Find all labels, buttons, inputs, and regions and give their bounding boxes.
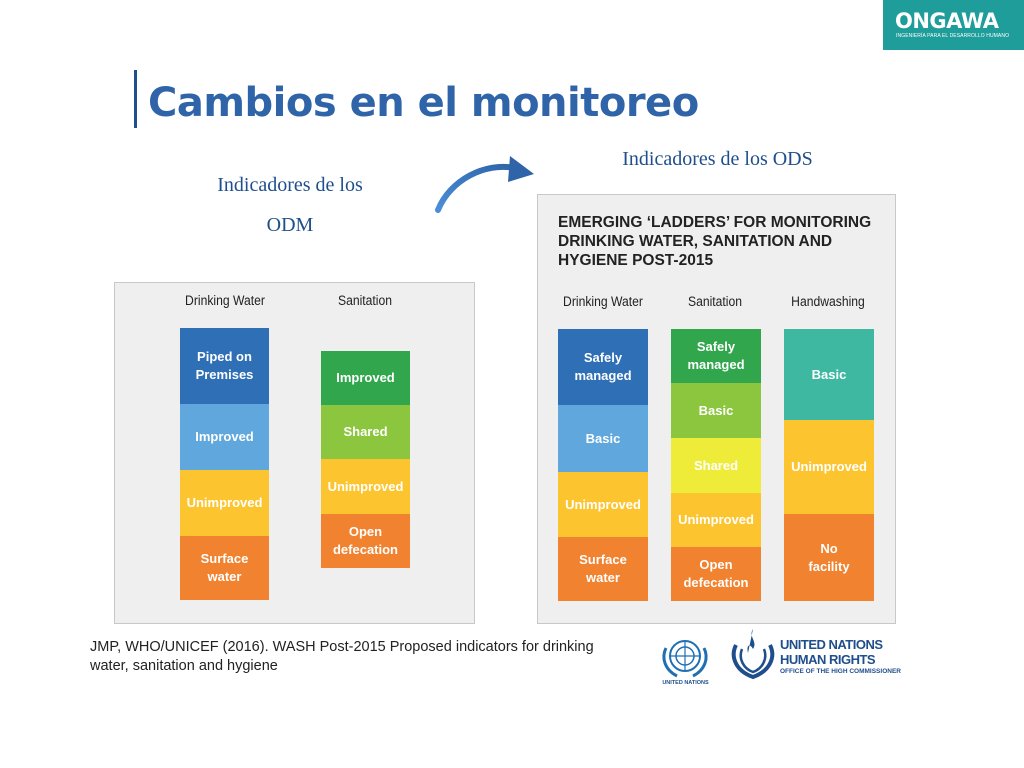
odm-ladder-panel: Drinking Water Sanitation Piped on Premi…: [114, 282, 475, 624]
ladder-step: Unimproved: [558, 472, 648, 537]
ladders-heading: EMERGING ‘LADDERS’ FOR MONITORING DRINKI…: [558, 214, 872, 269]
ohchr-subtitle: OFFICE OF THE HIGH COMMISSIONER: [780, 668, 901, 675]
logo-name: ONGAWA: [895, 9, 999, 33]
ongawa-logo: ONGAWA INGENIERÍA PARA EL DESARROLLO HUM…: [883, 0, 1024, 50]
ods-handwashing-ladder: Basic Unimproved No facility: [784, 329, 874, 601]
odm-water-ladder: Piped on Premises Improved Unimproved Su…: [180, 328, 269, 600]
ladder-step: Unimproved: [180, 470, 269, 536]
ods-sanitation-ladder: Safely managed Basic Shared Unimproved O…: [671, 329, 761, 601]
ohchr-name: UNITED NATIONS HUMAN RIGHTS: [780, 637, 883, 667]
odm-label-line2: ODM: [266, 214, 314, 236]
ladder-step: Basic: [558, 405, 648, 472]
ladder-step: Shared: [321, 405, 410, 459]
ohchr-line2: HUMAN RIGHTS: [780, 652, 876, 667]
logo-tagline: INGENIERÍA PARA EL DESARROLLO HUMANO: [896, 33, 1010, 39]
ods-col-header-sanitation: Sanitation: [687, 294, 743, 309]
ods-ladder-panel: EMERGING ‘LADDERS’ FOR MONITORING DRINKI…: [537, 194, 896, 624]
ladder-step: Piped on Premises: [180, 328, 269, 404]
ladder-step: Unimproved: [784, 420, 874, 514]
slide-title: Cambios en el monitoreo: [148, 80, 699, 126]
un-emblem-caption: UNITED NATIONS: [662, 680, 709, 686]
curved-arrow-icon: [435, 156, 534, 213]
ladder-step: Shared: [671, 438, 761, 493]
ladder-step: Surface water: [558, 537, 648, 601]
ods-col-header-handwashing: Handwashing: [791, 294, 865, 309]
title-accent-bar: [134, 70, 137, 128]
ladder-step: Open defecation: [321, 514, 410, 568]
ladder-step: Basic: [671, 383, 761, 438]
odm-label-line1: Indicadores de los: [217, 174, 363, 196]
ladder-step: Open defecation: [671, 547, 761, 601]
odm-col-header-sanitation: Sanitation: [337, 293, 393, 308]
ods-col-header-water: Drinking Water: [563, 294, 643, 309]
ladder-step: Improved: [321, 351, 410, 405]
ladder-step: Safely managed: [558, 329, 648, 405]
ods-label: Indicadores de los ODS: [622, 148, 813, 170]
un-emblem-icon: [662, 640, 708, 678]
ladder-step: Unimproved: [671, 493, 761, 547]
ladder-step: Unimproved: [321, 459, 410, 514]
ladder-step: Improved: [180, 404, 269, 470]
odm-sanitation-ladder: Improved Shared Unimproved Open defecati…: [321, 351, 410, 568]
source-citation: JMP, WHO/UNICEF (2016). WASH Post-2015 P…: [90, 639, 594, 674]
ladder-step: No facility: [784, 514, 874, 601]
ladder-step: Basic: [784, 329, 874, 420]
ladder-step: Surface water: [180, 536, 269, 600]
ohchr-emblem-icon: [731, 629, 775, 680]
odm-col-header-water: Drinking Water: [185, 293, 265, 308]
ladder-step: Safely managed: [671, 329, 761, 383]
ohchr-line1: UNITED NATIONS: [780, 637, 883, 652]
ods-water-ladder: Safely managed Basic Unimproved Surface …: [558, 329, 648, 601]
